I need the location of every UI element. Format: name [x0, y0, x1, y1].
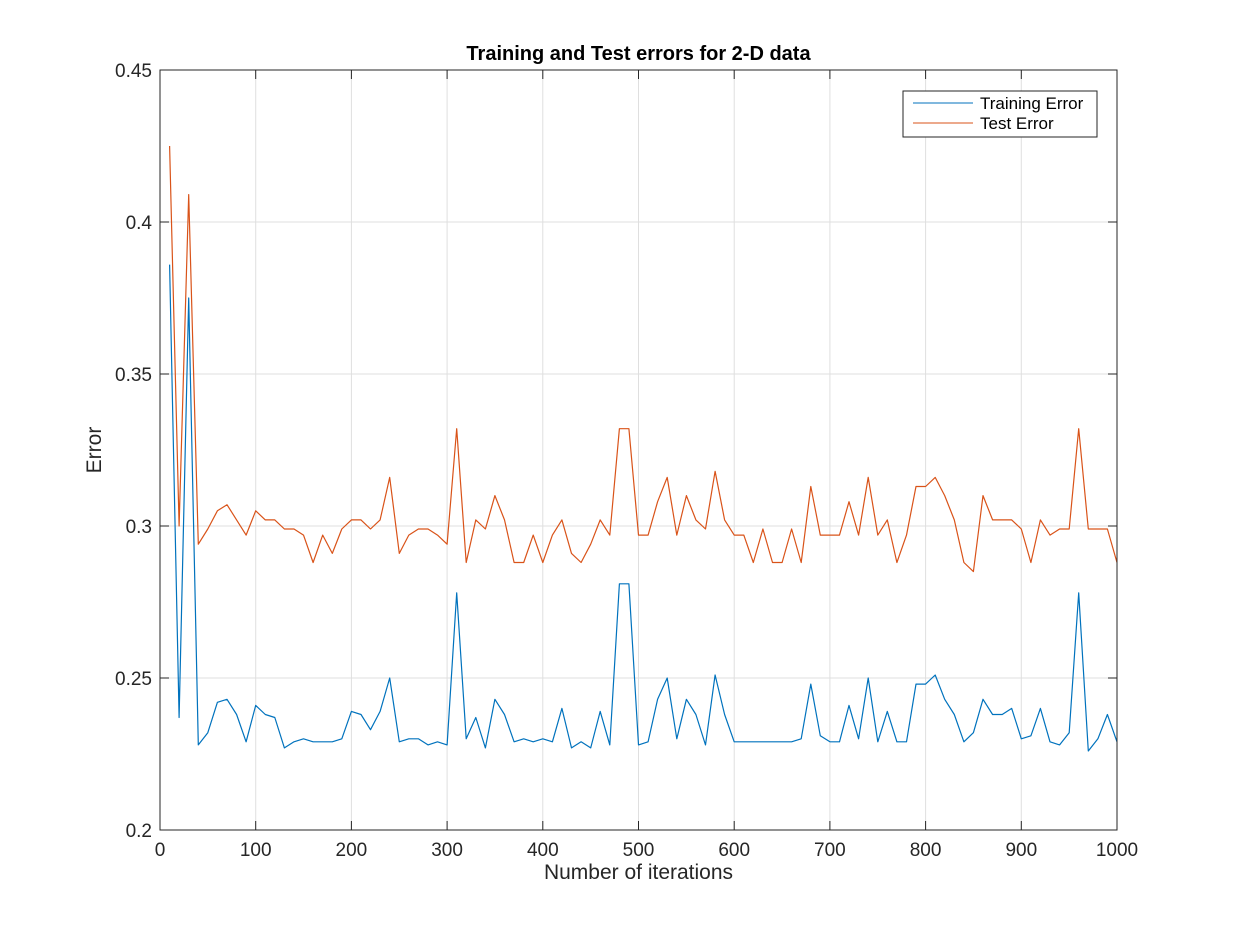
series-lines — [169, 145, 1118, 752]
y-tick-label: 0.4 — [126, 213, 153, 234]
x-axis-label: Number of iterations — [544, 861, 733, 884]
x-tick-label: 700 — [814, 840, 846, 861]
x-tick-label: 300 — [431, 840, 463, 861]
y-axis-label: Error — [83, 427, 106, 474]
legend-label-test-error: Test Error — [980, 114, 1054, 133]
chart-title: Training and Test errors for 2-D data — [466, 43, 811, 65]
x-tick-label: 200 — [336, 840, 368, 861]
y-tick-label: 0.25 — [115, 669, 152, 690]
series-line-training-error — [169, 264, 1118, 752]
legend: Training Error Test Error — [902, 90, 1098, 138]
x-tick-label: 800 — [910, 840, 942, 861]
x-tick-label: 600 — [718, 840, 750, 861]
x-tick-label: 100 — [240, 840, 272, 861]
x-tick-label: 1000 — [1096, 840, 1138, 861]
y-tick-label: 0.2 — [126, 821, 152, 842]
x-tick-label: 500 — [623, 840, 655, 861]
grid — [160, 70, 1117, 830]
y-tick-label: 0.45 — [115, 61, 152, 82]
axis-ticks: 0 100 200 300 400 500 600 700 800 900 1000 0.2 0.25 0… — [115, 61, 1138, 861]
x-tick-label: 400 — [527, 840, 559, 861]
y-tick-label: 0.35 — [115, 365, 152, 386]
legend-label-training-error: Training Error — [980, 94, 1084, 113]
y-tick-label: 0.3 — [126, 517, 152, 538]
x-tick-label: 0 — [155, 840, 166, 861]
legend-box — [902, 90, 1098, 138]
series-line-test-error — [169, 145, 1118, 573]
x-tick-label: 900 — [1005, 840, 1037, 861]
